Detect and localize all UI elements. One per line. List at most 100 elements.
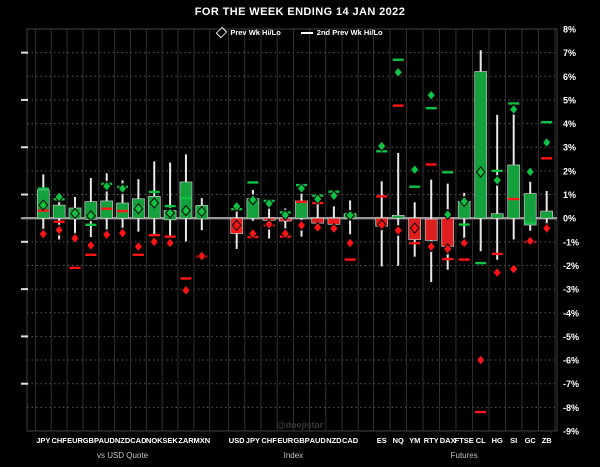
axis-label: 7% [563, 48, 576, 58]
axis-label: -8% [563, 403, 579, 413]
symbol-label: EUR [67, 436, 83, 445]
symbol-label: CAD [342, 436, 359, 445]
symbol-label: ZB [542, 436, 553, 445]
prev-week-low-marker [376, 219, 387, 231]
prev-week-high-marker [248, 193, 258, 206]
prev-week-low-marker [101, 228, 112, 241]
second-prev-week-low-marker [344, 258, 356, 261]
prev-week-low-marker [38, 228, 49, 240]
second-prev-week-high-marker [247, 181, 259, 184]
second-prev-week-low-marker [328, 220, 340, 224]
symbol-label: CL [476, 436, 486, 445]
second-prev-week-low-marker [148, 234, 160, 237]
candle-body [295, 200, 308, 219]
prev-week-high-marker [376, 140, 387, 152]
axis-tick [21, 335, 28, 338]
symbol-label: YM [409, 436, 420, 445]
prev-week-high-marker [54, 191, 65, 203]
prev-week-high-marker [409, 163, 420, 176]
legend-prev-week-label: Prev Wk Hi/Lo [230, 28, 281, 37]
second-prev-week-high-marker [37, 187, 49, 190]
axis-label: 3% [563, 143, 576, 153]
second-prev-week-high-marker [508, 102, 520, 105]
second-prev-week-high-marker [541, 120, 553, 124]
symbol-label: SEK [162, 436, 178, 445]
second-prev-week-low-marker [101, 207, 113, 210]
axis-label: -3% [563, 285, 579, 295]
prev-week-low-marker [133, 240, 144, 253]
prev-week-high-marker [196, 205, 207, 218]
symbol-label: AUD [99, 436, 116, 445]
prev-week-high-marker [393, 66, 404, 79]
candle-body [540, 210, 554, 219]
prev-week-low-marker [312, 221, 323, 234]
symbol-label: HG [492, 436, 503, 445]
axis-tick [21, 146, 28, 149]
prev-week-low-marker [541, 222, 552, 235]
prev-week-high-marker [426, 89, 437, 101]
candle-body [424, 218, 438, 241]
chart-legend: Prev Wk Hi/Lo 2nd Prev Wk Hi/Lo [0, 26, 600, 39]
legend-second-prev-week: 2nd Prev Wk Hi/Lo [300, 28, 383, 37]
prev-week-low-marker [165, 237, 175, 249]
diamond-icon [216, 26, 228, 39]
second-prev-week-low-marker [164, 235, 176, 238]
prev-week-high-marker [329, 189, 339, 202]
axis-label: 4% [563, 119, 576, 129]
prev-week-low-marker [329, 222, 339, 235]
axis-label: -1% [563, 237, 579, 247]
second-prev-week-high-marker [392, 58, 404, 61]
second-prev-week-low-marker [508, 197, 520, 201]
symbol-label: FTSE [455, 436, 474, 445]
axis-tick [21, 288, 28, 291]
symbol-label: DAX [440, 436, 456, 445]
symbol-label: ZAR [178, 436, 194, 445]
symbol-label: MXN [193, 436, 210, 445]
prev-week-low-marker [442, 243, 453, 255]
second-prev-week-low-marker [442, 257, 454, 261]
second-prev-week-low-marker [392, 104, 404, 107]
axis-label: -9% [563, 427, 579, 437]
legend-second-prev-week-label: 2nd Prev Wk Hi/Lo [316, 28, 383, 37]
symbol-label: RTY [424, 436, 439, 445]
dash-icon [300, 31, 313, 34]
group-label: Futures [451, 451, 478, 460]
axis-label: -7% [563, 379, 579, 389]
second-prev-week-high-marker [475, 261, 487, 265]
axis-label: -2% [563, 261, 579, 271]
second-prev-week-high-marker [148, 190, 160, 194]
prev-week-low-marker [117, 227, 128, 239]
prev-week-low-marker [85, 239, 96, 252]
candle-body [52, 204, 66, 219]
axis-tick [21, 240, 28, 243]
symbol-label: JPY [246, 436, 260, 445]
candle-body [391, 214, 405, 219]
second-prev-week-low-marker [231, 229, 243, 233]
second-prev-week-low-marker [409, 242, 421, 245]
prev-week-high-marker [231, 200, 242, 213]
prev-week-low-marker [181, 284, 191, 297]
second-prev-week-low-marker [85, 253, 97, 257]
symbol-label: GBP [293, 436, 309, 445]
prev-week-low-marker [248, 227, 258, 240]
symbol-label: GC [525, 436, 537, 445]
prev-week-low-marker [296, 219, 307, 232]
prev-week-low-marker [264, 218, 274, 231]
prev-week-high-marker [101, 180, 112, 193]
plot-border [26, 28, 558, 432]
second-prev-week-high-marker [409, 185, 421, 188]
second-prev-week-low-marker [180, 277, 192, 280]
prev-week-high-marker [85, 210, 96, 222]
symbol-label: CHF [51, 436, 67, 445]
prev-week-high-marker [264, 197, 274, 210]
chart-title: FOR THE WEEK ENDING 14 JAN 2022 [194, 6, 406, 18]
second-prev-week-low-marker [425, 163, 437, 166]
prev-week-low-marker [54, 224, 65, 236]
symbol-label: CAD [130, 436, 147, 445]
axis-tick [21, 193, 28, 196]
prev-week-high-marker [541, 136, 552, 149]
axis-label: 8% [563, 25, 576, 35]
legend-prev-week: Prev Wk Hi/Lo [216, 26, 281, 39]
axis-label: -5% [563, 332, 579, 342]
